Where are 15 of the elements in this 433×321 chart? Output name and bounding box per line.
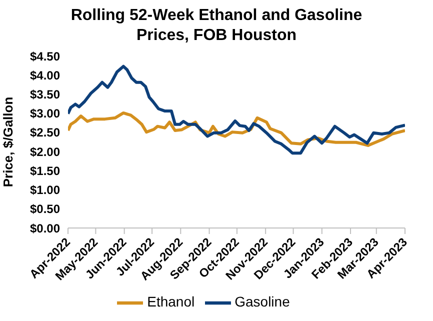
y-tick-label: $4.50	[30, 49, 60, 64]
y-tick-label: $4.00	[30, 68, 60, 82]
line-series	[68, 64, 405, 155]
y-tick-label: $2.00	[30, 144, 60, 159]
legend-label: Gasoline	[234, 294, 290, 310]
y-axis-title: Price, $/Gallon	[0, 96, 16, 188]
legend-label: Ethanol	[147, 294, 195, 310]
y-tick-label: $1.50	[30, 164, 60, 178]
y-tick-label: $2.50	[30, 126, 60, 140]
y-tick-label: $3.00	[30, 106, 60, 121]
y-tick-label: $1.00	[30, 183, 60, 198]
y-tick-label: $0.50	[30, 202, 60, 216]
y-tick-label: $0.00	[30, 221, 60, 236]
chart-title: Rolling 52-Week Ethanol and Gasoline Prices, FOB Houston	[70, 6, 364, 46]
y-tick-label: $3.50	[30, 87, 60, 102]
